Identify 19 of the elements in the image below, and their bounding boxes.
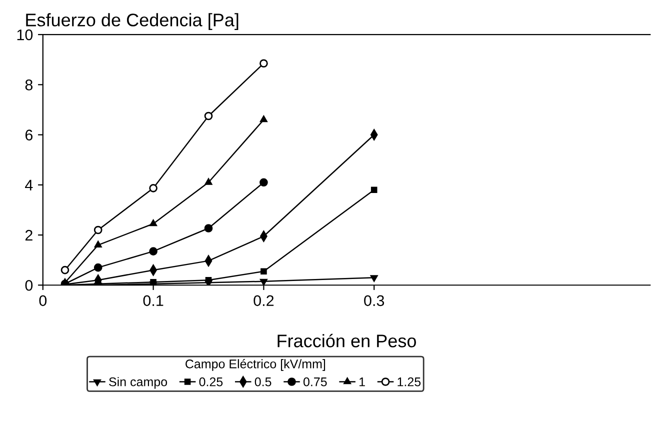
legend-label: 0.25 (199, 377, 223, 386)
y-tick-label: 0 (25, 280, 33, 291)
legend-label: 1.25 (398, 377, 421, 386)
legend-label: 0.5 (254, 377, 272, 386)
y-tick-label: 8 (25, 80, 33, 90)
legend-label: 0.75 (303, 377, 327, 386)
y-tick-label: 2 (25, 230, 32, 241)
x-axis-title: Fracción en Peso (278, 334, 416, 348)
x-tick-label: 0.3 (364, 295, 384, 306)
legend-label: 1 (360, 378, 365, 386)
x-tick-label: 0 (39, 295, 47, 306)
chart-title: Esfuerzo de Cedencia [Pa] (26, 13, 238, 30)
y-tick-label: 4 (25, 180, 33, 190)
x-tick-label: 0.1 (143, 295, 164, 306)
x-tick-label: 0.2 (254, 295, 274, 306)
y-tick-label: 10 (17, 29, 33, 40)
legend-title: Campo Eléctrico [kV/mm] (186, 359, 326, 371)
legend-label: Sin campo (109, 377, 168, 389)
y-tick-label: 6 (25, 130, 33, 140)
